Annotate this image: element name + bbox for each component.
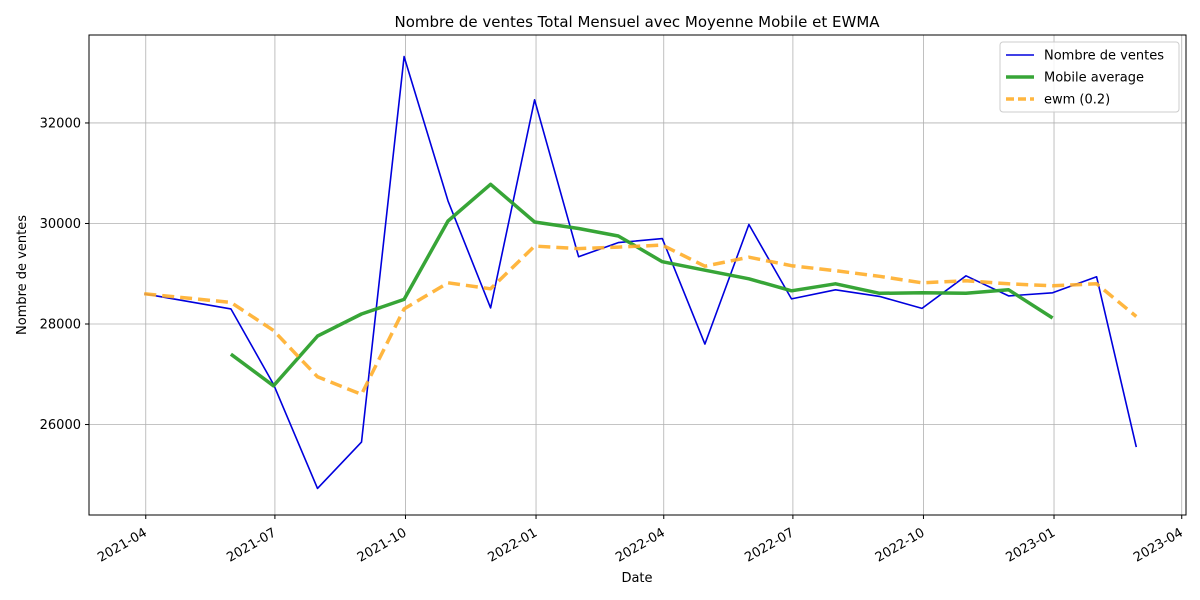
legend-label: Nombre de ventes: [1044, 49, 1164, 64]
y-tick-label: 28000: [40, 318, 81, 333]
x-tick-label: 2021-10: [355, 525, 410, 565]
x-tick-label: 2021-04: [95, 525, 150, 565]
x-axis-title: Date: [621, 571, 652, 586]
legend: Nombre de ventes Mobile average ewm (0.2): [999, 41, 1180, 113]
x-tick-label: 2022-10: [873, 525, 928, 565]
legend-label: ewm (0.2): [1044, 93, 1110, 108]
series-line-2: [144, 243, 1138, 397]
x-tick-label: 2021-07: [224, 525, 279, 565]
grid: [89, 35, 1186, 515]
x-tick-label: 2023-01: [1003, 525, 1058, 565]
y-axis-title: Nombre de ventes: [15, 215, 30, 335]
chart-title: Nombre de ventes Total Mensuel avec Moye…: [394, 13, 880, 31]
x-axis: 2021-04 2021-07 2021-10 2022-01 2022-04 2022-…: [95, 515, 1186, 566]
legend-box: [999, 41, 1180, 113]
plot-frame: [88, 34, 1187, 516]
y-tick-label: 26000: [40, 418, 81, 433]
x-tick-label: 2022-04: [613, 525, 668, 565]
series-line-1: [229, 182, 1054, 388]
y-tick-label: 30000: [40, 217, 81, 232]
series-layer: [144, 55, 1138, 490]
x-tick-label: 2023-04: [1131, 525, 1186, 565]
legend-label: Mobile average: [1044, 71, 1144, 86]
y-axis: 26000 28000 30000 32000: [40, 116, 89, 433]
y-tick-label: 32000: [40, 116, 81, 131]
x-tick-label: 2022-01: [485, 525, 540, 565]
x-tick-label: 2022-07: [742, 525, 797, 565]
series-line-0: [144, 55, 1138, 490]
